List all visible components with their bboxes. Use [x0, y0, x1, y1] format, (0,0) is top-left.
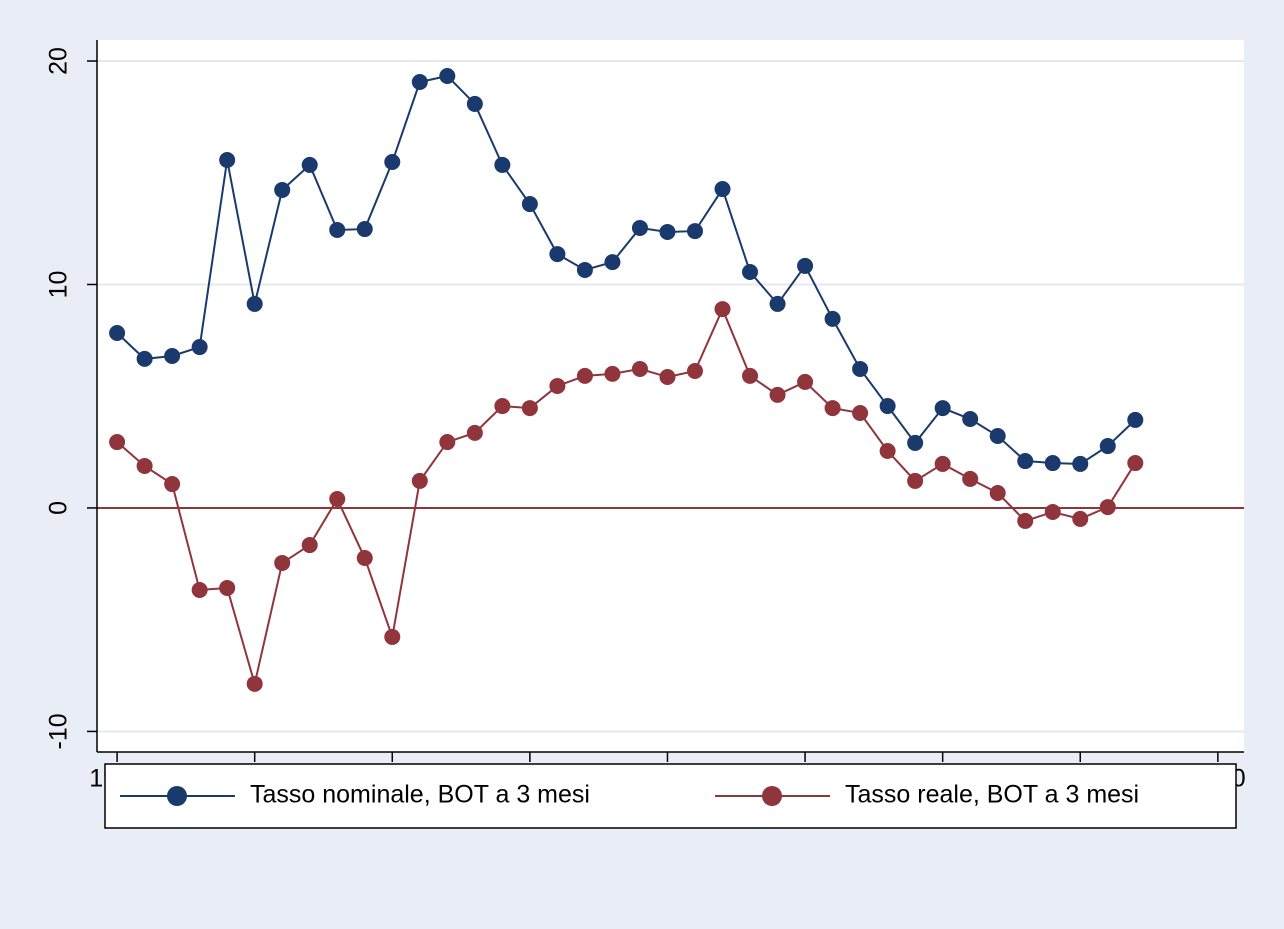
- marker: [686, 362, 703, 379]
- marker: [411, 74, 428, 91]
- plot-area: [97, 40, 1244, 752]
- marker: [1017, 512, 1034, 529]
- marker: [852, 360, 869, 377]
- y-tick-label: 20: [45, 47, 73, 75]
- marker: [686, 223, 703, 240]
- marker: [164, 476, 181, 493]
- marker: [274, 554, 291, 571]
- marker: [246, 675, 263, 692]
- marker: [466, 424, 483, 441]
- marker: [797, 373, 814, 390]
- marker: [466, 95, 483, 112]
- legend-label: Tasso reale, BOT a 3 mesi: [845, 781, 1139, 809]
- y-tick-label: 0: [45, 501, 73, 515]
- marker: [1072, 510, 1089, 527]
- marker: [301, 537, 318, 554]
- marker: [219, 579, 236, 596]
- marker: [1017, 453, 1034, 470]
- marker: [301, 156, 318, 173]
- marker: [521, 196, 538, 213]
- marker: [494, 156, 511, 173]
- marker: [631, 219, 648, 236]
- marker: [934, 400, 951, 417]
- marker: [1044, 503, 1061, 520]
- marker: [824, 310, 841, 327]
- marker: [191, 339, 208, 356]
- y-tick-label: -10: [45, 713, 73, 749]
- marker: [384, 154, 401, 171]
- marker: [329, 221, 346, 238]
- marker: [631, 360, 648, 377]
- marker: [879, 398, 896, 415]
- marker: [962, 470, 979, 487]
- marker: [1099, 438, 1116, 455]
- marker: [439, 434, 456, 451]
- marker: [604, 254, 621, 271]
- marker: [797, 257, 814, 274]
- marker: [1072, 455, 1089, 472]
- marker: [824, 400, 841, 417]
- marker: [907, 434, 924, 451]
- marker: [439, 67, 456, 84]
- marker: [164, 347, 181, 364]
- marker: [549, 246, 566, 263]
- marker: [136, 457, 153, 474]
- marker: [1099, 499, 1116, 516]
- marker: [329, 491, 346, 508]
- marker: [411, 472, 428, 489]
- y-tick-label: 10: [45, 271, 73, 299]
- marker: [769, 386, 786, 403]
- legend: [104, 763, 1237, 829]
- marker: [1127, 455, 1144, 472]
- marker: [742, 263, 759, 280]
- legend-marker: [167, 786, 187, 806]
- marker: [907, 472, 924, 489]
- marker: [962, 411, 979, 428]
- marker: [384, 628, 401, 645]
- marker: [852, 404, 869, 421]
- marker: [934, 455, 951, 472]
- legend-label: Tasso nominale, BOT a 3 mesi: [250, 781, 590, 809]
- marker: [769, 295, 786, 312]
- legend-marker: [762, 786, 782, 806]
- marker: [659, 223, 676, 240]
- marker: [989, 484, 1006, 501]
- marker: [136, 350, 153, 367]
- marker: [109, 324, 126, 341]
- marker: [191, 581, 208, 598]
- marker: [714, 181, 731, 198]
- marker: [576, 367, 593, 384]
- marker: [246, 295, 263, 312]
- marker: [604, 365, 621, 382]
- marker: [494, 398, 511, 415]
- marker: [356, 221, 373, 238]
- marker: [1127, 411, 1144, 428]
- marker: [659, 369, 676, 386]
- marker: [714, 301, 731, 318]
- marker: [274, 181, 291, 198]
- marker: [549, 377, 566, 394]
- marker: [521, 400, 538, 417]
- marker: [1044, 455, 1061, 472]
- marker: [356, 550, 373, 567]
- marker: [742, 367, 759, 384]
- marker: [109, 434, 126, 451]
- marker: [219, 152, 236, 169]
- marker: [576, 261, 593, 278]
- marker: [989, 428, 1006, 445]
- marker: [879, 442, 896, 459]
